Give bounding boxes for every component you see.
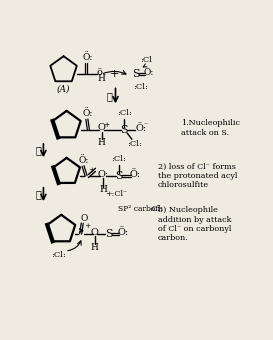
Text: :Cl: :Cl [141, 56, 153, 65]
Text: H: H [91, 242, 99, 252]
Text: S: S [115, 171, 123, 181]
Text: H: H [98, 138, 106, 147]
Text: ③: ③ [35, 190, 41, 199]
Text: O: O [91, 228, 99, 237]
Text: +: + [84, 222, 91, 230]
Text: Ö:: Ö: [118, 228, 129, 237]
Text: Ö:: Ö: [82, 109, 93, 118]
Text: :Cl:: :Cl: [133, 83, 148, 91]
Text: ⁻: ⁻ [144, 122, 148, 130]
Text: O:: O: [98, 170, 109, 179]
Text: O: O [98, 123, 106, 132]
Text: H: H [99, 185, 107, 194]
Text: Ö:: Ö: [129, 170, 141, 179]
Text: :Cl:: :Cl: [127, 140, 142, 148]
Text: H: H [98, 74, 106, 83]
Text: Ö:: Ö: [136, 124, 147, 133]
Text: O:: O: [144, 68, 154, 77]
Text: :Cl̈:: :Cl̈: [149, 205, 163, 212]
Text: +: + [88, 166, 95, 174]
Text: Ö:: Ö: [82, 53, 93, 62]
Text: +: + [103, 121, 109, 129]
Text: +: + [109, 69, 119, 79]
Text: ö: ö [96, 68, 102, 76]
Text: S: S [105, 229, 112, 239]
Text: 1.Nucleophilic
attack on S.: 1.Nucleophilic attack on S. [181, 119, 240, 137]
Text: ⁻: ⁻ [66, 249, 70, 257]
Text: S: S [120, 125, 128, 135]
Text: Ö:: Ö: [79, 156, 89, 165]
Text: :Cl:: :Cl: [117, 109, 132, 117]
Text: S: S [132, 69, 140, 79]
Text: SP² carbon: SP² carbon [118, 205, 160, 212]
Text: O: O [80, 214, 87, 223]
Text: ②: ② [35, 147, 41, 155]
Text: (A): (A) [57, 84, 70, 93]
Text: 3) Nucleophile
addition by attack
of Cl⁻ on carbonyl
carbon.: 3) Nucleophile addition by attack of Cl⁻… [158, 206, 232, 242]
Text: 2) loss of Cl⁻ forms
the protonated acyl
chlorosulfite: 2) loss of Cl⁻ forms the protonated acyl… [158, 163, 238, 189]
Text: ①: ① [106, 92, 112, 101]
Text: :Cl:: :Cl: [52, 251, 66, 259]
Text: :Cl:: :Cl: [111, 155, 126, 163]
Text: +:Cl⁻: +:Cl⁻ [105, 190, 127, 199]
